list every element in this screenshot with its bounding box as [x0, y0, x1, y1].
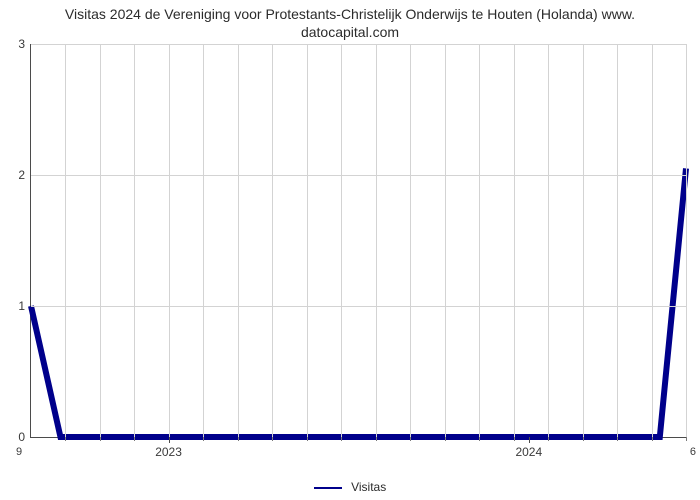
legend-label: Visitas [351, 480, 386, 494]
x-gridline [686, 44, 687, 437]
y-gridline [31, 44, 686, 45]
x-minor-tick [238, 437, 239, 441]
x-minor-tick [272, 437, 273, 441]
x-tick-label: 2024 [515, 445, 542, 459]
legend: Visitas [0, 480, 700, 494]
x-minor-tick [548, 437, 549, 441]
x-gridline [238, 44, 239, 437]
series-line [31, 168, 686, 437]
x-minor-tick [583, 437, 584, 441]
x-gridline [100, 44, 101, 437]
legend-swatch [314, 487, 342, 489]
plot-region: 012320232024 [30, 44, 686, 438]
x-minor-tick [652, 437, 653, 441]
y-tick-label: 0 [18, 430, 25, 444]
chart-title: Visitas 2024 de Vereniging voor Protesta… [0, 0, 700, 41]
x-gridline [134, 44, 135, 437]
x-gridline [169, 44, 170, 437]
x-minor-tick [134, 437, 135, 441]
x-gridline [341, 44, 342, 437]
x-minor-tick [479, 437, 480, 441]
y-tick-label: 2 [18, 168, 25, 182]
y-gridline [31, 175, 686, 176]
x-gridline [203, 44, 204, 437]
line-layer [31, 44, 686, 437]
y-gridline [31, 306, 686, 307]
x-minor-tick [686, 437, 687, 441]
x-gridline [65, 44, 66, 437]
corner-right-label: 6 [690, 446, 696, 458]
y-tick-label: 3 [18, 37, 25, 51]
x-gridline [652, 44, 653, 437]
x-gridline [272, 44, 273, 437]
x-minor-tick [307, 437, 308, 441]
x-minor-tick [376, 437, 377, 441]
x-minor-tick [514, 437, 515, 441]
x-gridline [307, 44, 308, 437]
x-minor-tick [65, 437, 66, 441]
x-gridline [514, 44, 515, 437]
chart-area: 012320232024 9 6 [30, 44, 686, 438]
x-minor-tick [445, 437, 446, 441]
y-tick-label: 1 [18, 299, 25, 313]
x-gridline [479, 44, 480, 437]
corner-left-label: 9 [16, 446, 22, 458]
x-major-tick [529, 437, 530, 443]
x-minor-tick [617, 437, 618, 441]
x-minor-tick [341, 437, 342, 441]
x-major-tick [169, 437, 170, 443]
x-gridline [583, 44, 584, 437]
x-minor-tick [100, 437, 101, 441]
x-gridline [548, 44, 549, 437]
title-line-1: Visitas 2024 de Vereniging voor Protesta… [65, 6, 635, 22]
x-minor-tick [203, 437, 204, 441]
x-tick-label: 2023 [155, 445, 182, 459]
x-minor-tick [410, 437, 411, 441]
x-gridline [376, 44, 377, 437]
x-gridline [617, 44, 618, 437]
title-line-2: datocapital.com [301, 24, 399, 40]
x-gridline [410, 44, 411, 437]
x-gridline [445, 44, 446, 437]
